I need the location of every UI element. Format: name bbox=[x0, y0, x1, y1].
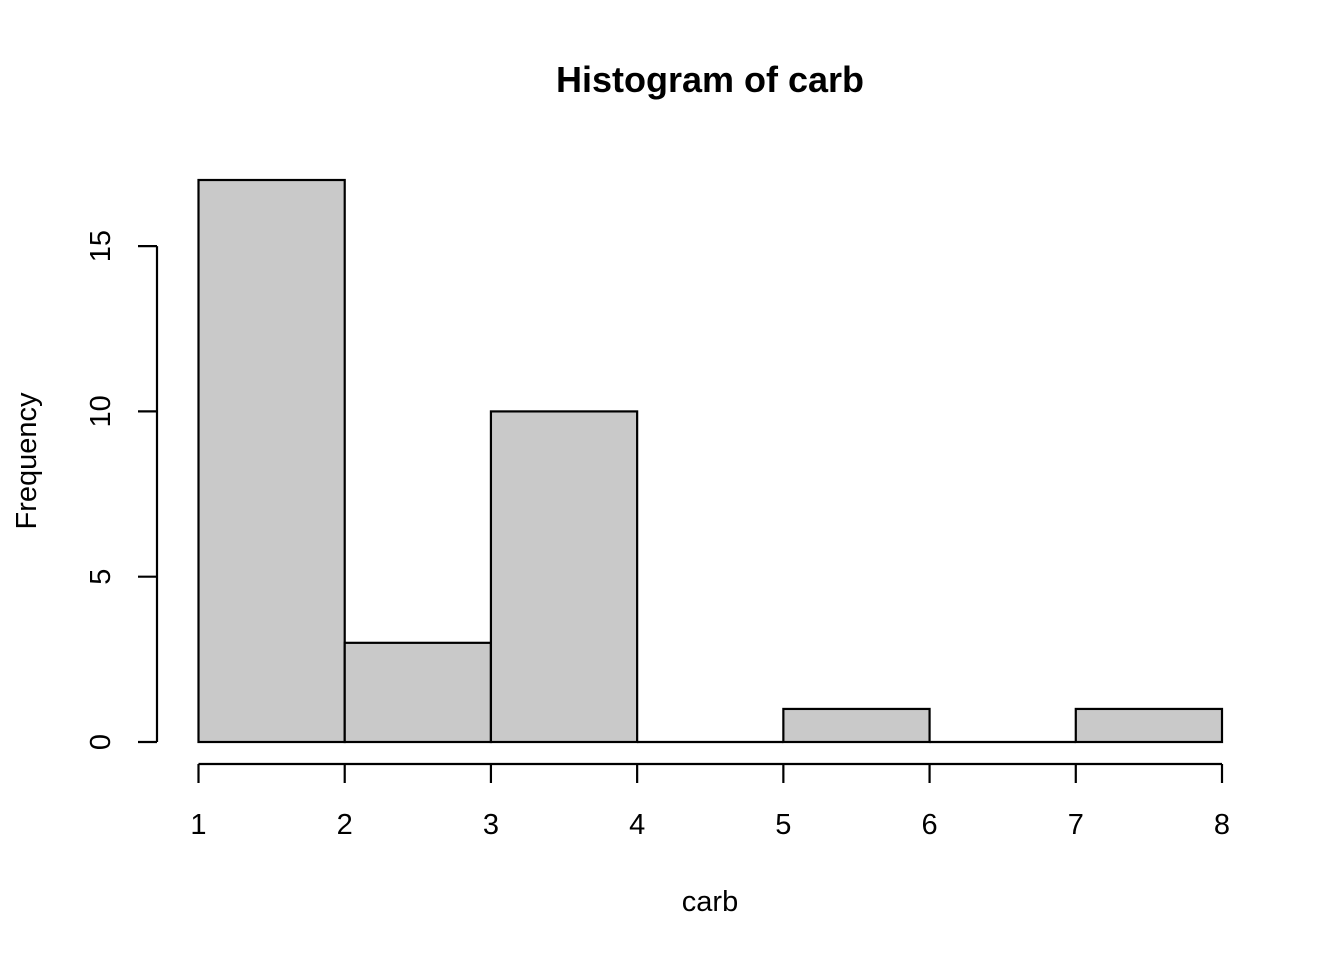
chart-title: Histogram of carb bbox=[556, 59, 864, 100]
x-tick-label-6: 6 bbox=[922, 809, 938, 841]
histogram-bars bbox=[197, 178, 1224, 744]
y-tick-label-15: 15 bbox=[85, 230, 117, 262]
y-axis: 0 5 10 15 bbox=[85, 230, 159, 750]
x-tick-label-1: 1 bbox=[190, 809, 206, 841]
histogram-bar-2-3 bbox=[343, 641, 493, 744]
y-tick-label-5: 5 bbox=[85, 569, 117, 585]
histogram-bar-3-4 bbox=[489, 410, 639, 744]
x-tick-label-2: 2 bbox=[337, 809, 353, 841]
y-axis-label: Frequency bbox=[11, 392, 43, 530]
x-tick-label-3: 3 bbox=[483, 809, 499, 841]
x-tick-label-4: 4 bbox=[629, 809, 645, 841]
histogram-bar-7-8 bbox=[1074, 707, 1224, 744]
histogram-bar-1-2 bbox=[197, 178, 346, 744]
x-axis-label: carb bbox=[682, 886, 738, 918]
x-tick-label-7: 7 bbox=[1068, 809, 1084, 841]
x-tick-label-5: 5 bbox=[775, 809, 791, 841]
y-tick-label-0: 0 bbox=[85, 734, 117, 750]
x-axis: 1 2 3 4 5 6 7 8 bbox=[190, 762, 1230, 841]
x-tick-label-8: 8 bbox=[1214, 809, 1230, 841]
y-tick-label-10: 10 bbox=[85, 395, 117, 427]
histogram-bar-5-6 bbox=[782, 707, 931, 744]
